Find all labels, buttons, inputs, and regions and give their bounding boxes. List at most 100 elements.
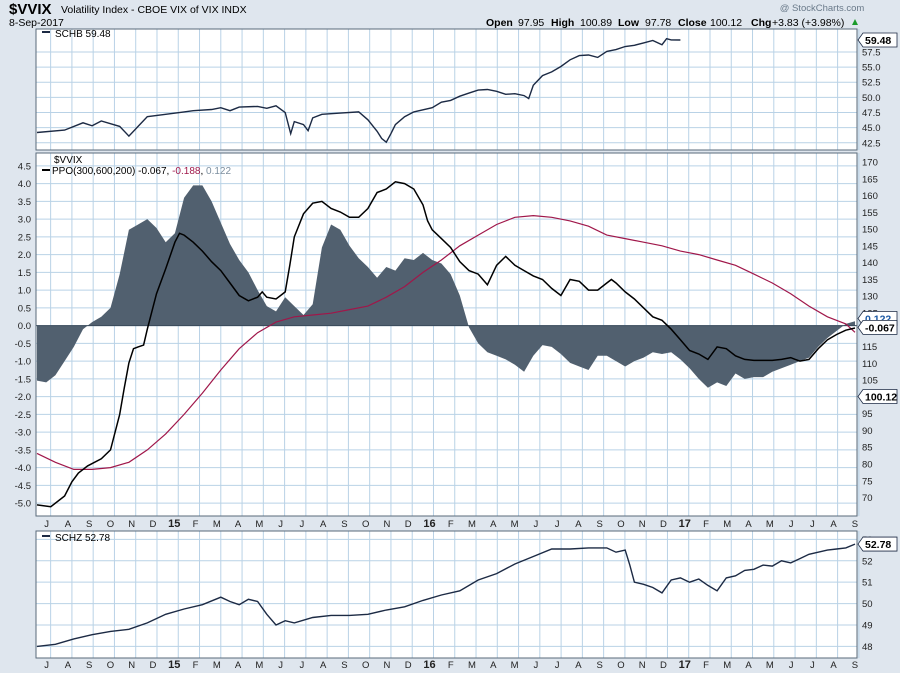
schz-y-tick: 50 [862, 599, 873, 610]
x-tick-label: A [745, 519, 752, 530]
x-tick-label-bottom: F [448, 660, 454, 671]
ppo-histogram [37, 185, 855, 388]
high-label: High [551, 17, 574, 29]
x-tick-label: M [766, 519, 774, 530]
schz-last-value-tag [857, 536, 898, 552]
vvix-y-tick: 165 [862, 174, 878, 185]
x-tick-label-bottom: M [766, 660, 774, 671]
x-tick-label-bottom: J [789, 660, 794, 671]
ppo-y-tick: 3.0 [18, 215, 31, 226]
x-tick-label-bottom: J [299, 660, 304, 671]
symbol-name: Volatility Index - CBOE VIX of VIX INDX [61, 4, 247, 16]
x-tick-label-bottom: A [490, 660, 497, 671]
vvix-y-tick: 135 [862, 275, 878, 286]
x-tick-label: J [44, 519, 49, 530]
x-tick-label: J [299, 519, 304, 530]
x-tick-label: J [278, 519, 283, 530]
vvix-y-tick: 130 [862, 292, 878, 303]
chg-label: Chg [751, 17, 771, 29]
x-tick-label-bottom: 17 [679, 659, 691, 671]
schb-y-tick: 45.0 [862, 123, 881, 134]
x-tick-label: 16 [423, 518, 435, 530]
watermark: @ StockCharts.com [780, 3, 865, 14]
x-tick-label: N [639, 519, 646, 530]
low-label: Low [618, 17, 640, 29]
ppo-y-tick: 0.5 [18, 303, 31, 314]
x-tick-label: A [65, 519, 72, 530]
x-tick-label-bottom: J [533, 660, 538, 671]
chg-value: +3.83 (+3.98%) [772, 17, 844, 29]
ppo-y-tick: 1.0 [18, 286, 31, 297]
schb-y-tick: 57.5 [862, 47, 881, 58]
x-tick-label: D [660, 519, 667, 530]
ppo-y-tick: 2.0 [18, 250, 31, 261]
x-tick-label: 15 [168, 518, 180, 530]
x-tick-label: D [405, 519, 412, 530]
vvix-legend: $VVIX [54, 155, 83, 166]
x-tick-label-bottom: D [660, 660, 667, 671]
x-tick-label: A [830, 519, 837, 530]
ppo-y-tick: 2.5 [18, 232, 31, 243]
x-tick-label-bottom: F [193, 660, 199, 671]
x-tick-label: 17 [679, 518, 691, 530]
x-tick-label: F [448, 519, 454, 530]
x-tick-label-bottom: N [639, 660, 646, 671]
x-tick-label: O [107, 519, 114, 530]
x-tick-label: J [810, 519, 815, 530]
ppo-y-tick: 4.0 [18, 179, 31, 190]
plot-border [35, 530, 858, 659]
x-tick-label-bottom: S [852, 660, 858, 671]
vvix-y-tick: 150 [862, 225, 878, 236]
x-tick-label: M [213, 519, 221, 530]
x-tick-label: M [723, 519, 731, 530]
schz-line [36, 543, 856, 648]
x-tick-label-bottom: O [617, 660, 624, 671]
x-tick-label: M [255, 519, 263, 530]
schb-y-tick: 52.5 [862, 78, 881, 89]
x-tick-label-bottom: A [320, 660, 327, 671]
vvix-y-tick: 170 [862, 158, 878, 169]
ppo-y-tick: -4.0 [15, 463, 31, 474]
low-value: 97.78 [645, 17, 671, 29]
x-tick-label-bottom: A [745, 660, 752, 671]
plot-border [35, 28, 858, 151]
ppo-legend-hist: 0.122 [206, 166, 231, 177]
x-tick-label: N [128, 519, 135, 530]
x-tick-label-bottom: J [44, 660, 49, 671]
ppo-value-tag-text: -0.067 [865, 322, 895, 334]
ppo-value-tag [857, 320, 898, 335]
schz-y-tick: 48 [862, 642, 873, 653]
x-tick-label-bottom: M [468, 660, 476, 671]
vvix-y-tick: 70 [862, 493, 873, 504]
open-value: 97.95 [518, 17, 544, 29]
x-tick-label: J [789, 519, 794, 530]
close-value: 100.12 [710, 17, 742, 29]
ppo-y-tick: -4.5 [15, 481, 31, 492]
x-tick-label: O [617, 519, 624, 530]
schb-y-tick: 42.5 [862, 138, 881, 149]
vvix-y-tick: 80 [862, 460, 873, 471]
x-tick-label-bottom: 16 [423, 659, 435, 671]
x-tick-label-bottom: S [596, 660, 602, 671]
high-value: 100.89 [580, 17, 612, 29]
vvix-y-tick: 140 [862, 258, 878, 269]
x-tick-label-bottom: J [555, 660, 560, 671]
schz-legend-swatch [42, 535, 50, 537]
plot-border [35, 152, 858, 517]
x-tick-label: F [193, 519, 199, 530]
ppo-y-tick: 4.5 [18, 161, 31, 172]
vvix-y-tick: 75 [862, 476, 873, 487]
x-tick-label-bottom: M [511, 660, 519, 671]
ppo-y-tick: 1.5 [18, 268, 31, 279]
x-tick-label-bottom: S [86, 660, 92, 671]
x-tick-label-bottom: D [405, 660, 412, 671]
x-tick-label-bottom: N [128, 660, 135, 671]
schb-last-value-tag [857, 32, 898, 48]
x-tick-label-bottom: D [150, 660, 157, 671]
x-tick-label: M [468, 519, 476, 530]
x-tick-label: J [533, 519, 538, 530]
vvix-last-value-tag-text: 100.12 [865, 392, 897, 404]
ppo-legend-value: -0.067 [138, 166, 167, 177]
x-tick-label: A [490, 519, 497, 530]
vvix-y-tick: 115 [862, 342, 877, 353]
